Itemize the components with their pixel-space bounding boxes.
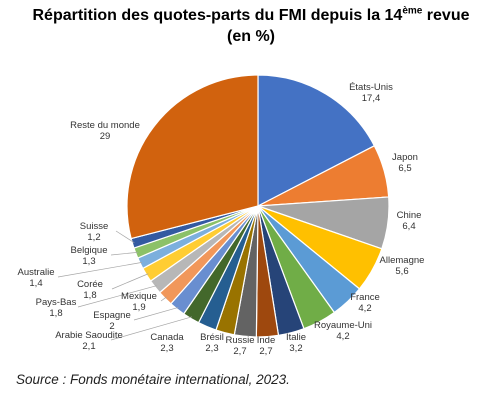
leader-line-13 bbox=[160, 296, 167, 302]
slice-name-label: Allemagne bbox=[380, 255, 425, 266]
slice-name-label: Canada bbox=[150, 332, 184, 343]
slice-value-label: 2,7 bbox=[259, 346, 272, 357]
leader-line-12 bbox=[133, 307, 179, 321]
chart-title-line1: Répartition des quotes-parts du FMI depu… bbox=[0, 6, 502, 26]
slice-name-label: France bbox=[350, 292, 380, 303]
pie-slice-19 bbox=[126, 74, 259, 240]
slice-value-label: 2,1 bbox=[82, 341, 95, 352]
chart-title-text: Répartition des quotes-parts du FMI depu… bbox=[32, 7, 403, 24]
slice-name-label: Pays-Bas bbox=[36, 297, 77, 308]
slice-value-label: 1,4 bbox=[29, 278, 42, 289]
slice-name-label: Corée bbox=[77, 279, 103, 290]
source-note: Source : Fonds monétaire international, … bbox=[16, 372, 290, 387]
slice-name-label: Chine bbox=[397, 210, 422, 221]
pie-slices bbox=[126, 74, 390, 338]
slice-value-label: 6,4 bbox=[402, 221, 415, 232]
slice-value-label: 6,5 bbox=[398, 163, 411, 174]
leader-lines bbox=[57, 230, 193, 341]
slice-value-label: 17,4 bbox=[362, 93, 381, 104]
slice-name-label: Reste du monde bbox=[70, 120, 140, 131]
slice-value-label: 2,7 bbox=[233, 346, 246, 357]
chart-title-line2: (en %) bbox=[227, 28, 275, 45]
slice-name-label: Australie bbox=[18, 267, 55, 278]
slice-value-label: 1,3 bbox=[82, 256, 95, 267]
slice-value-label: 3,2 bbox=[289, 343, 302, 354]
slice-value-label: 1,9 bbox=[132, 302, 145, 313]
slice-name-label: Arabie Saoudite bbox=[55, 330, 123, 341]
slice-name-label: Italie bbox=[286, 332, 306, 343]
slice-name-label: Inde bbox=[257, 335, 276, 346]
slice-value-label: 1,2 bbox=[87, 232, 100, 243]
pie-slice-0 bbox=[257, 74, 376, 207]
leader-line-17 bbox=[110, 252, 138, 256]
slice-name-label: Espagne bbox=[93, 310, 131, 321]
slice-name-label: Suisse bbox=[80, 221, 109, 232]
leader-line-15 bbox=[111, 273, 149, 290]
leader-line-18 bbox=[115, 230, 135, 244]
slice-name-label: Russie bbox=[225, 335, 254, 346]
slice-value-label: 4,2 bbox=[336, 331, 349, 342]
slice-name-label: Royaume-Uni bbox=[314, 320, 372, 331]
leader-line-14 bbox=[77, 285, 157, 308]
slice-value-label: 5,6 bbox=[395, 266, 408, 277]
slice-name-label: Mexique bbox=[121, 291, 157, 302]
leader-line-16 bbox=[57, 262, 143, 278]
leader-line-11 bbox=[110, 316, 193, 341]
slice-value-label: 29 bbox=[100, 131, 111, 142]
slice-value-label: 1,8 bbox=[49, 308, 62, 319]
slice-name-label: Brésil bbox=[200, 332, 224, 343]
slice-value-label: 2 bbox=[109, 321, 114, 332]
slice-name-label: Japon bbox=[392, 152, 418, 163]
slice-value-label: 2,3 bbox=[160, 343, 173, 354]
chart-title-suffix: revue bbox=[422, 7, 470, 24]
slice-value-label: 2,3 bbox=[205, 343, 218, 354]
slice-name-label: États-Unis bbox=[349, 82, 393, 93]
slice-value-label: 4,2 bbox=[358, 303, 371, 314]
slice-name-label: Belgique bbox=[71, 245, 108, 256]
chart-title-superscript: ème bbox=[402, 5, 423, 17]
slice-value-label: 1,8 bbox=[83, 290, 96, 301]
